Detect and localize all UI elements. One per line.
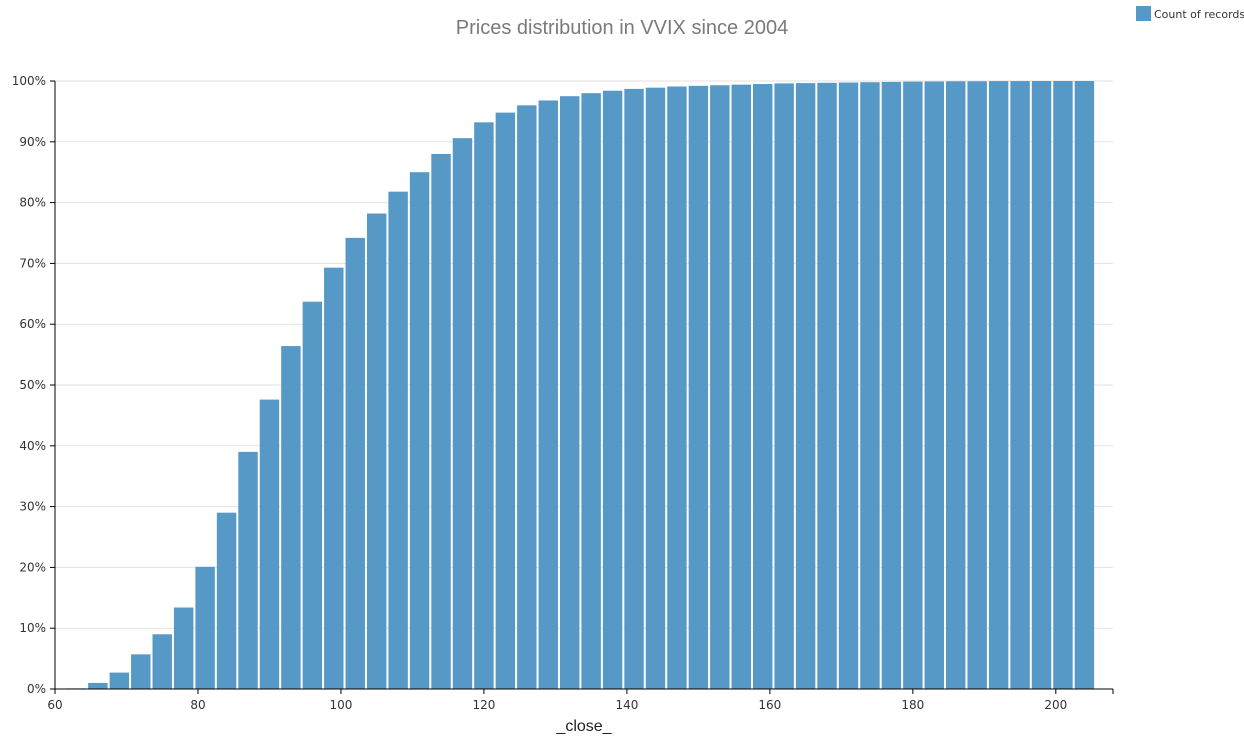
- bar[interactable]: [173, 607, 194, 689]
- bar[interactable]: [559, 96, 580, 689]
- y-tick-label: 90%: [19, 135, 46, 149]
- bar[interactable]: [238, 451, 258, 689]
- bar[interactable]: [903, 81, 923, 689]
- legend-swatch[interactable]: [1136, 6, 1151, 21]
- y-tick-label: 100%: [12, 74, 46, 88]
- y-tick-label: 30%: [19, 500, 46, 514]
- bar[interactable]: [538, 100, 558, 690]
- bar[interactable]: [281, 346, 301, 689]
- x-tick-label: 120: [472, 698, 495, 712]
- chart-title: Prices distribution in VVIX since 2004: [456, 17, 788, 39]
- bar[interactable]: [345, 237, 365, 689]
- bar[interactable]: [667, 86, 687, 690]
- y-tick-label: 50%: [19, 378, 46, 392]
- bar[interactable]: [774, 83, 794, 689]
- y-tick-label: 40%: [19, 439, 46, 453]
- bar[interactable]: [731, 84, 751, 689]
- bar[interactable]: [688, 85, 709, 689]
- bar[interactable]: [1031, 81, 1052, 689]
- y-tick-label: 60%: [19, 317, 46, 331]
- bar[interactable]: [924, 81, 945, 690]
- bar[interactable]: [152, 634, 172, 689]
- y-tick-label: 20%: [19, 560, 46, 574]
- bar[interactable]: [752, 84, 773, 690]
- bar[interactable]: [259, 399, 280, 689]
- bar[interactable]: [795, 83, 816, 690]
- y-tick-label: 10%: [19, 621, 46, 635]
- bar[interactable]: [881, 81, 902, 690]
- bar[interactable]: [195, 566, 215, 689]
- y-tick-label: 0%: [27, 682, 46, 696]
- bar[interactable]: [131, 654, 151, 689]
- bar[interactable]: [860, 82, 880, 689]
- y-tick-label: 80%: [19, 196, 46, 210]
- x-tick-label: 140: [615, 698, 638, 712]
- bar[interactable]: [474, 122, 494, 690]
- bar[interactable]: [302, 301, 323, 689]
- bar[interactable]: [88, 682, 108, 689]
- bar[interactable]: [838, 82, 859, 689]
- bar[interactable]: [388, 191, 408, 689]
- x-tick-label: 60: [47, 698, 62, 712]
- bars: [66, 81, 1095, 690]
- x-tick-label: 200: [1044, 698, 1067, 712]
- bar[interactable]: [710, 85, 730, 690]
- legend[interactable]: Count of records: [1136, 6, 1244, 21]
- bar[interactable]: [495, 112, 516, 690]
- bar[interactable]: [988, 81, 1009, 690]
- x-axis-label: _close_: [555, 718, 612, 735]
- x-tick-label: 100: [329, 698, 352, 712]
- bar[interactable]: [624, 88, 644, 690]
- x-tick-label: 80: [190, 698, 205, 712]
- bar[interactable]: [967, 81, 987, 689]
- bar[interactable]: [817, 82, 837, 690]
- bar[interactable]: [517, 105, 537, 689]
- bar[interactable]: [581, 93, 601, 689]
- y-tick-label: 70%: [19, 256, 46, 270]
- x-tick-label: 180: [901, 698, 924, 712]
- bar[interactable]: [946, 81, 966, 689]
- bar[interactable]: [1010, 81, 1030, 690]
- bar[interactable]: [366, 213, 387, 689]
- bar[interactable]: [216, 512, 237, 689]
- bar[interactable]: [409, 172, 430, 689]
- bar[interactable]: [645, 87, 666, 690]
- bar[interactable]: [1053, 81, 1073, 689]
- x-tick-label: 160: [758, 698, 781, 712]
- bar[interactable]: [452, 138, 473, 690]
- bar[interactable]: [1074, 81, 1095, 689]
- legend-label[interactable]: Count of records: [1154, 8, 1244, 21]
- bar[interactable]: [431, 153, 451, 689]
- bar[interactable]: [324, 267, 344, 689]
- bar[interactable]: [602, 90, 623, 689]
- axes: 0% 10% 20% 30% 40% 50% 60% 70% 80% 90% 100% 60 80 100…: [12, 74, 1114, 712]
- bar[interactable]: [109, 672, 130, 689]
